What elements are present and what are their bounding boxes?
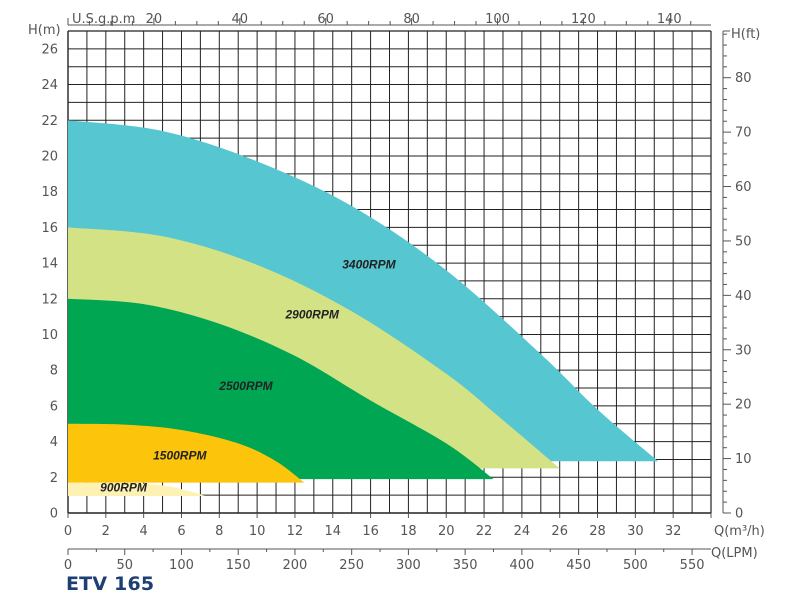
- left-tick-label: 12: [41, 292, 58, 307]
- bottom-axis-label: Q(m³/h): [714, 524, 765, 539]
- right-tick-label: 80: [735, 71, 752, 86]
- right-tick-label: 10: [735, 452, 752, 467]
- bottom-lpm-tick-label: 250: [339, 558, 364, 573]
- top-tick-label: 140: [657, 12, 682, 27]
- bottom-lpm-tick-label: 550: [680, 558, 705, 573]
- right-tick-label: 60: [735, 180, 752, 195]
- left-tick-label: 6: [50, 399, 58, 414]
- curve-area-900rpm: [68, 482, 207, 497]
- right-tick-label: 50: [735, 234, 752, 249]
- left-tick-label: 20: [41, 149, 58, 164]
- bottom-lpm-tick-label: 400: [509, 558, 534, 573]
- top-tick-label: 100: [485, 12, 510, 27]
- bottom-tick-label: 14: [324, 524, 341, 539]
- bottom-axis: 0 2 4 6 8 10 12 14 16 18 20 22 24 26 28 30 32 Q(m³/h): [64, 513, 765, 539]
- left-tick-label: 0: [50, 507, 58, 522]
- model-title: ETV 165: [66, 573, 155, 595]
- bottom-lpm-tick-label: 200: [283, 558, 308, 573]
- top-tick-label: 40: [232, 12, 249, 27]
- bottom-lpm-tick-label: 350: [453, 558, 478, 573]
- bottom-lpm-tick-label: 500: [623, 558, 648, 573]
- bottom-tick-label: 22: [476, 524, 493, 539]
- top-tick-label: 120: [571, 12, 596, 27]
- top-tick-label: 20: [146, 12, 163, 27]
- bottom-tick-label: 20: [438, 524, 455, 539]
- bottom-tick-label: 10: [249, 524, 266, 539]
- bottom-tick-label: 26: [551, 524, 568, 539]
- right-tick-label: 70: [735, 126, 752, 141]
- bottom-lpm-tick-label: 300: [396, 558, 421, 573]
- right-tick-label: 0: [735, 507, 743, 522]
- bottom-tick-label: 2: [102, 524, 110, 539]
- curve-label-2500rpm: 2500RPM: [218, 379, 273, 393]
- bottom-tick-label: 0: [64, 524, 72, 539]
- curve-area-1500rpm: [68, 423, 305, 483]
- bottom-tick-label: 12: [287, 524, 304, 539]
- left-tick-label: 26: [41, 42, 58, 57]
- bottom-tick-label: 32: [665, 524, 682, 539]
- plot-area: 3400RPM 2900RPM 2500RPM 1500RPM 900RPM: [67, 30, 712, 514]
- bottom-tick-label: 28: [589, 524, 606, 539]
- bottom-lpm-tick-label: 100: [169, 558, 194, 573]
- left-axis-label: H(m): [28, 23, 61, 38]
- bottom-tick-label: 8: [215, 524, 223, 539]
- right-tick-label: 20: [735, 398, 752, 413]
- bottom-tick-label: 30: [627, 524, 644, 539]
- bottom-lpm-axis-label: Q(LPM): [711, 546, 758, 561]
- curve-label-2900rpm: 2900RPM: [284, 307, 339, 321]
- right-tick-label: 30: [735, 343, 752, 358]
- left-tick-label: 10: [41, 328, 58, 343]
- top-tick-label: 80: [403, 12, 420, 27]
- left-tick-label: 24: [41, 78, 58, 93]
- top-axis-label: U.S.g.p.m: [72, 12, 135, 27]
- left-tick-label: 18: [41, 185, 58, 200]
- bottom-tick-label: 4: [140, 524, 148, 539]
- left-tick-label: 14: [41, 257, 58, 272]
- curve-label-900rpm: 900RPM: [100, 481, 148, 495]
- left-tick-label: 22: [41, 114, 58, 129]
- right-axis-label: H(ft): [731, 27, 760, 42]
- bottom-tick-label: 24: [514, 524, 531, 539]
- bottom-tick-label: 16: [362, 524, 379, 539]
- bottom-tick-label: 18: [400, 524, 417, 539]
- bottom-tick-label: 6: [177, 524, 185, 539]
- curve-label-3400rpm: 3400RPM: [342, 257, 396, 271]
- bottom-lpm-tick-label: 450: [566, 558, 591, 573]
- top-axis: 20 40 60 80 100 120 140 U.S.g.p.m: [67, 12, 711, 27]
- bottom-lpm-tick-label: 0: [64, 558, 72, 573]
- bottom-lpm-tick-label: 150: [226, 558, 251, 573]
- top-tick-label: 60: [317, 12, 334, 27]
- curve-areas: 3400RPM 2900RPM 2500RPM 1500RPM 900RPM: [68, 120, 659, 497]
- left-tick-label: 8: [50, 364, 58, 379]
- left-tick-label: 4: [50, 435, 58, 450]
- right-axis: 0 10 20 30 40 50 60 70 80 H(ft): [722, 27, 760, 522]
- bottom-lpm-tick-label: 50: [116, 558, 133, 573]
- left-tick-label: 16: [41, 221, 58, 236]
- bottom-lpm-axis: 0 50 100 150 200 250 300 350 400 450 500 550 Q(LPM): [64, 546, 758, 573]
- left-tick-label: 2: [50, 471, 58, 486]
- right-tick-label: 40: [735, 289, 752, 304]
- curve-label-1500rpm: 1500RPM: [153, 448, 207, 462]
